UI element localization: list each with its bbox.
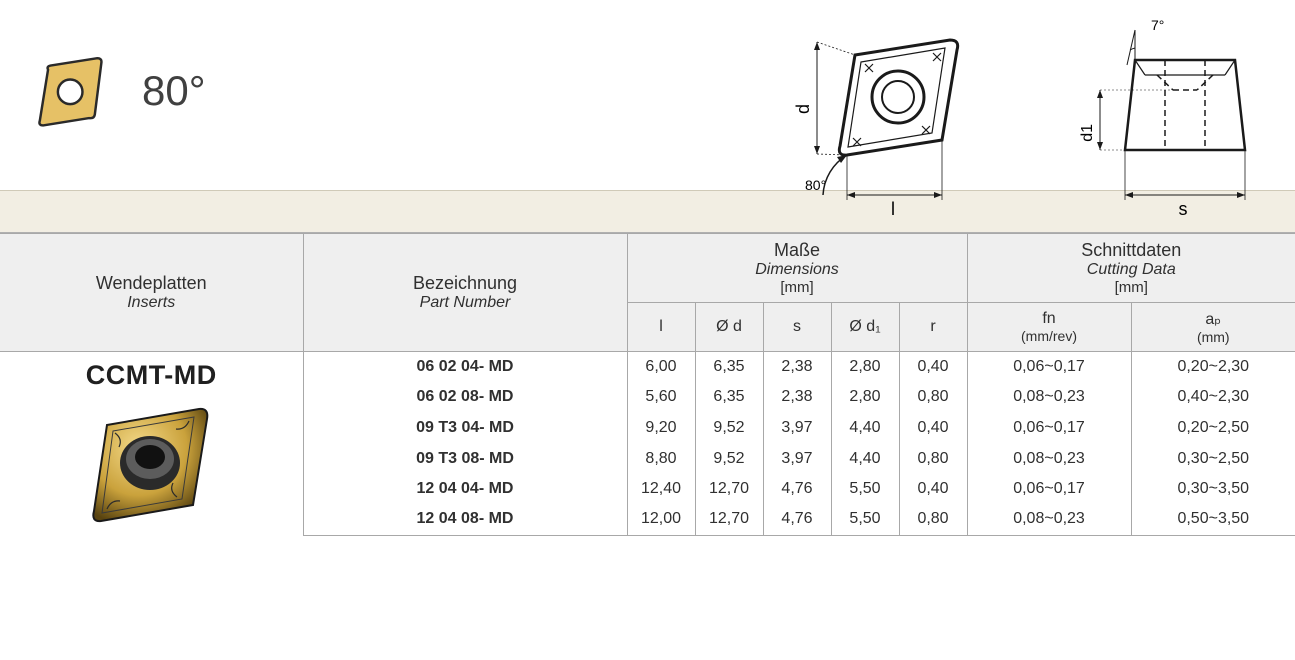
val-s: 2,38 (763, 382, 831, 413)
val-ap: 0,50~3,50 (1131, 504, 1295, 535)
val-fn: 0,08~0,23 (967, 504, 1131, 535)
dim-s-label: s (1179, 199, 1188, 219)
val-l: 9,20 (627, 413, 695, 444)
val-r: 0,80 (899, 443, 967, 474)
top-view-drawing-icon: d l 80° (735, 20, 995, 220)
val-d1: 5,50 (831, 504, 899, 535)
val-ap: 0,30~2,50 (1131, 443, 1295, 474)
val-ap: 0,20~2,30 (1131, 352, 1295, 383)
val-d: 9,52 (695, 413, 763, 444)
clearance-angle-label: 7° (1151, 20, 1164, 33)
dim-d1-label: d1 (1079, 124, 1096, 142)
val-l: 5,60 (627, 382, 695, 413)
hdr-r: r (899, 303, 967, 352)
partnum: 12 04 04- MD (303, 474, 627, 505)
hdr-partnumber: Bezeichnung Part Number (303, 234, 627, 352)
val-s: 4,76 (763, 474, 831, 505)
hdr-ap: aₚ (mm) (1131, 303, 1295, 352)
angle-label: 80° (142, 67, 206, 115)
val-d1: 2,80 (831, 352, 899, 383)
val-s: 4,76 (763, 504, 831, 535)
val-ap: 0,30~3,50 (1131, 474, 1295, 505)
val-d: 12,70 (695, 504, 763, 535)
insert-render-icon (71, 397, 231, 527)
val-s: 3,97 (763, 443, 831, 474)
val-l: 6,00 (627, 352, 695, 383)
rhombic-insert-icon (30, 50, 112, 132)
val-fn: 0,06~0,17 (967, 352, 1131, 383)
val-d: 9,52 (695, 443, 763, 474)
val-fn: 0,06~0,17 (967, 413, 1131, 444)
hdr-d: Ø d (695, 303, 763, 352)
val-l: 12,40 (627, 474, 695, 505)
val-ap: 0,40~2,30 (1131, 382, 1295, 413)
val-s: 2,38 (763, 352, 831, 383)
val-d: 12,70 (695, 474, 763, 505)
hdr-l: l (627, 303, 695, 352)
hdr-inserts: Wendeplatten Inserts (0, 234, 303, 352)
partnum: 06 02 08- MD (303, 382, 627, 413)
header-region: 80° (0, 0, 1295, 233)
val-r: 0,40 (899, 474, 967, 505)
val-d: 6,35 (695, 382, 763, 413)
insert-name: CCMT-MD (8, 360, 295, 391)
partnum: 12 04 08- MD (303, 504, 627, 535)
val-l: 12,00 (627, 504, 695, 535)
val-s: 3,97 (763, 413, 831, 444)
val-r: 0,80 (899, 382, 967, 413)
partnum: 09 T3 04- MD (303, 413, 627, 444)
side-view-drawing-icon: 7° d1 s (1065, 20, 1265, 220)
val-r: 0,40 (899, 413, 967, 444)
dim-l-label: l (891, 199, 895, 219)
table-row: CCMT-MD06 02 04- MD6,006,352,382,800,400… (0, 352, 1295, 383)
dim-angle-label: 80° (805, 177, 826, 193)
val-fn: 0,08~0,23 (967, 382, 1131, 413)
partnum: 09 T3 08- MD (303, 443, 627, 474)
val-l: 8,80 (627, 443, 695, 474)
hdr-dimensions: Maße Dimensions [mm] (627, 234, 967, 303)
spec-table: Wendeplatten Inserts Bezeichnung Part Nu… (0, 233, 1295, 536)
hdr-cuttingdata: Schnittdaten Cutting Data [mm] (967, 234, 1295, 303)
hdr-d1: Ø d₁ (831, 303, 899, 352)
val-d1: 2,80 (831, 382, 899, 413)
hdr-s: s (763, 303, 831, 352)
val-ap: 0,20~2,50 (1131, 413, 1295, 444)
val-d1: 4,40 (831, 413, 899, 444)
val-fn: 0,06~0,17 (967, 474, 1131, 505)
val-fn: 0,08~0,23 (967, 443, 1131, 474)
angle-block: 80° (30, 50, 206, 132)
val-r: 0,40 (899, 352, 967, 383)
val-d: 6,35 (695, 352, 763, 383)
insert-cell: CCMT-MD (0, 352, 303, 536)
partnum: 06 02 04- MD (303, 352, 627, 383)
val-d1: 4,40 (831, 443, 899, 474)
hdr-fn: fn (mm/rev) (967, 303, 1131, 352)
technical-drawings: d l 80° (735, 20, 1265, 220)
dim-d-label: d (793, 104, 813, 114)
val-d1: 5,50 (831, 474, 899, 505)
val-r: 0,80 (899, 504, 967, 535)
